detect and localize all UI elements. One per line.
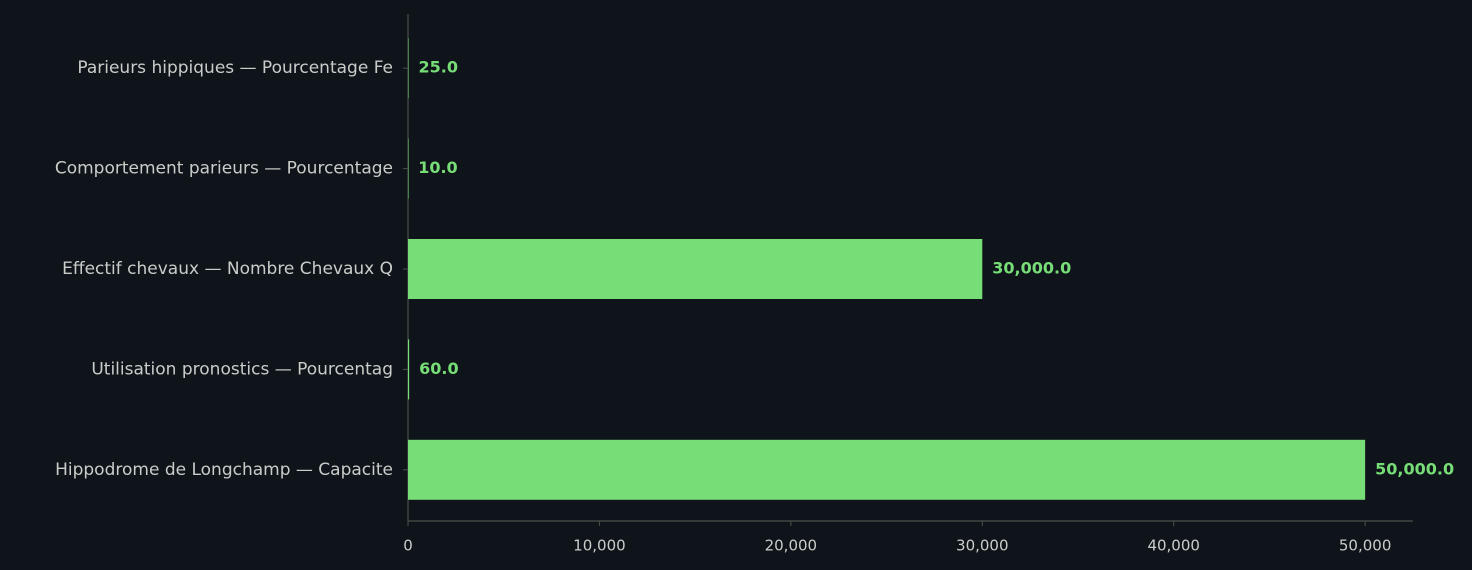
value-label: 25.0 <box>418 58 457 77</box>
y-tick-label: Utilisation pronostics — Pourcentag <box>91 359 393 379</box>
x-tick-label: 50,000 <box>1339 537 1392 555</box>
value-label: 50,000.0 <box>1375 459 1454 478</box>
bar <box>408 439 1366 500</box>
y-tick-label: Comportement parieurs — Pourcentage <box>55 159 393 179</box>
x-tick-label: 40,000 <box>1147 537 1200 555</box>
y-tick-label: Effectif chevaux — Nombre Chevaux Q <box>62 259 393 279</box>
y-tick-label: Hippodrome de Longchamp — Capacite <box>55 460 393 480</box>
x-tick-label: 30,000 <box>956 537 1009 555</box>
bar <box>408 38 409 99</box>
x-tick-label: 10,000 <box>573 537 626 555</box>
value-label: 30,000.0 <box>992 259 1071 278</box>
y-tick-label: Parieurs hippiques — Pourcentage Fe <box>77 58 393 78</box>
bar <box>408 239 983 299</box>
bar <box>408 138 409 199</box>
x-tick-label: 20,000 <box>765 537 818 555</box>
value-label: 60.0 <box>419 359 458 378</box>
bar <box>408 339 410 400</box>
value-label: 10.0 <box>418 158 457 177</box>
x-tick-label: 0 <box>403 537 413 555</box>
